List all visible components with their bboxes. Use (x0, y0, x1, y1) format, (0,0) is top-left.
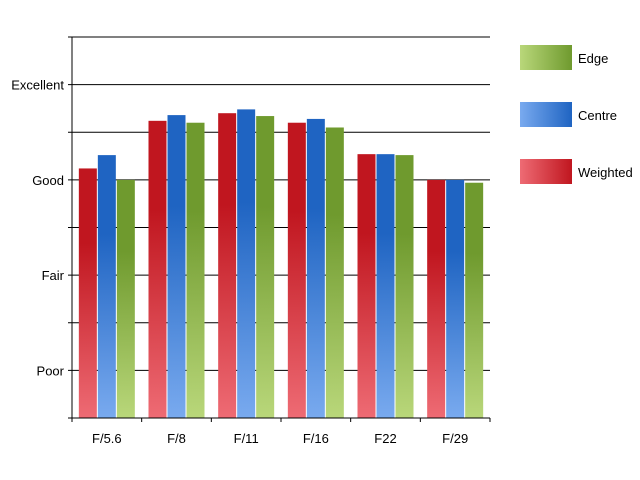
bar-edge-f-16 (325, 127, 344, 419)
x-tick-label-f-5-6: F/5.6 (92, 431, 122, 446)
bar-centre-f22 (376, 154, 395, 418)
legend-swatch-weighted (520, 159, 572, 184)
x-tick-label-f-8: F/8 (167, 431, 186, 446)
legend: Edge Centre Weighted (520, 45, 633, 184)
x-tick-labels: F/5.6 F/8 F/11 F/16 F22 F/29 (92, 431, 468, 446)
y-tick-label-excellent: Excellent (11, 78, 64, 93)
x-tick-label-f-29: F/29 (442, 431, 468, 446)
bar-edge-f-8 (186, 122, 205, 418)
x-tick-label-f-11: F/11 (234, 431, 259, 446)
bar-centre-f-8 (167, 115, 186, 418)
y-tick-label-good: Good (32, 173, 64, 188)
x-tick-label-f-16: F/16 (303, 431, 329, 446)
bar-weighted-f-5-6 (78, 168, 97, 418)
bar-edge-f-5-6 (116, 179, 135, 418)
bar-edge-f-29 (465, 182, 484, 418)
y-tick-label-fair: Fair (42, 268, 65, 283)
bar-edge-f22 (395, 155, 414, 419)
bar-centre-f-16 (306, 118, 325, 418)
axes (71, 37, 491, 422)
grid-lines (68, 36, 490, 419)
bar-edge-f-11 (256, 116, 275, 419)
bar-weighted-f-8 (148, 120, 167, 418)
bar-weighted-f-16 (287, 122, 306, 418)
bar-centre-f-5-6 (97, 155, 116, 419)
bar-weighted-f-29 (427, 179, 446, 418)
legend-swatch-centre (520, 102, 572, 127)
bars (78, 109, 484, 419)
bar-centre-f-29 (446, 179, 465, 418)
x-tick-label-f22: F22 (374, 431, 396, 446)
bar-centre-f-11 (237, 109, 256, 418)
legend-label-edge: Edge (578, 51, 608, 66)
y-tick-labels: Poor Fair Good Excellent (11, 78, 64, 379)
legend-label-centre: Centre (578, 108, 617, 123)
y-tick-label-poor: Poor (37, 363, 65, 378)
legend-label-weighted: Weighted (578, 165, 633, 180)
legend-swatch-edge (520, 45, 572, 70)
bar-weighted-f-11 (218, 113, 237, 418)
bar-weighted-f22 (357, 154, 376, 418)
